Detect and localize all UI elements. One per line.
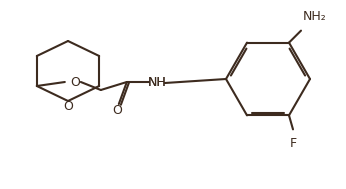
- Text: F: F: [290, 137, 297, 150]
- Text: NH: NH: [147, 77, 166, 90]
- Text: O: O: [70, 75, 80, 88]
- Text: NH: NH: [147, 77, 166, 90]
- Text: NH₂: NH₂: [303, 10, 327, 23]
- Text: O: O: [63, 99, 73, 112]
- Text: O: O: [112, 105, 122, 118]
